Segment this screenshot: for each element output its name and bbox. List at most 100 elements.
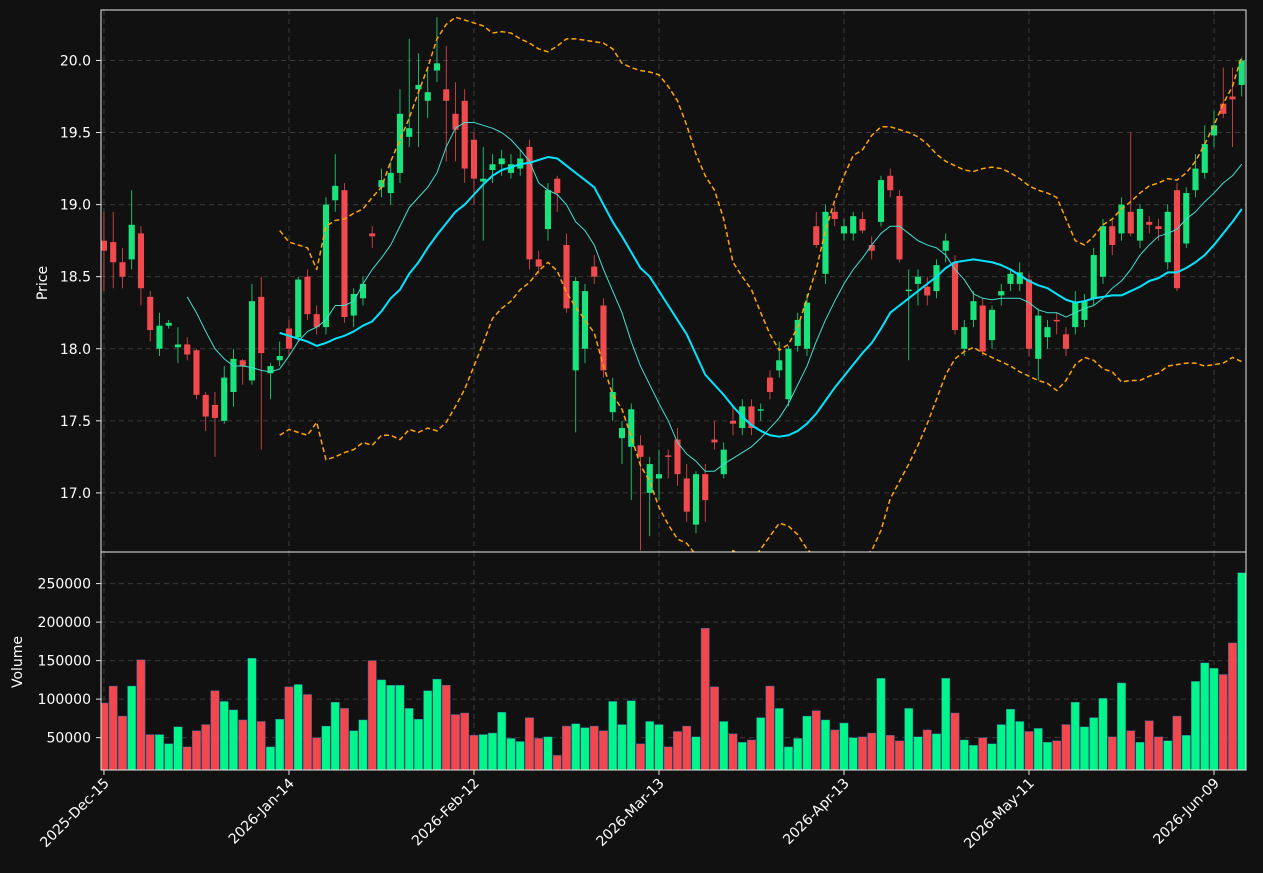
volume-bar xyxy=(349,730,359,770)
y-tick-label: 19.5 xyxy=(60,126,91,142)
candle-body xyxy=(813,226,820,245)
candle-body xyxy=(156,325,163,349)
volume-bar xyxy=(673,731,682,770)
volume-bar xyxy=(552,755,562,770)
candle-body xyxy=(174,344,182,348)
volume-bar xyxy=(1135,742,1145,770)
candle-body xyxy=(526,146,533,260)
y-tick-label: 150000 xyxy=(38,654,91,670)
candle-body xyxy=(498,158,505,165)
volume-bar xyxy=(765,685,775,770)
candle-body xyxy=(304,276,311,315)
y-tick-label: 20.0 xyxy=(60,53,91,69)
volume-bar xyxy=(312,737,322,770)
candle-body xyxy=(230,358,237,392)
volume-bar xyxy=(756,717,766,770)
volume-bar xyxy=(950,712,960,770)
volume-bar xyxy=(811,710,821,770)
price-axis-label: Price xyxy=(35,266,51,300)
candle-body xyxy=(165,322,172,326)
volume-bar xyxy=(1200,662,1210,770)
volume-bar xyxy=(645,721,655,770)
candle-body xyxy=(119,262,126,277)
volume-bar xyxy=(451,714,460,770)
candle-body xyxy=(128,224,135,260)
volume-bar xyxy=(136,659,146,770)
candle-body xyxy=(267,366,274,374)
volume-bar xyxy=(913,736,923,770)
candle-body xyxy=(933,265,940,292)
candle-body xyxy=(1109,226,1116,245)
volume-bar xyxy=(932,733,941,770)
candle-body xyxy=(591,266,598,277)
volume-bar xyxy=(562,725,571,770)
candle-body xyxy=(1155,226,1162,230)
candle-body xyxy=(470,139,478,179)
candle-body xyxy=(766,377,774,392)
volume-bar xyxy=(386,685,396,770)
y-tick-label: 100000 xyxy=(38,692,91,708)
volume-bar xyxy=(1163,740,1173,770)
volume-bar xyxy=(904,708,914,770)
volume-bar xyxy=(987,743,997,770)
volume-bar xyxy=(747,739,756,770)
volume-bar xyxy=(275,718,285,770)
candle-body xyxy=(248,301,256,381)
volume-bar xyxy=(793,738,803,770)
candle-body xyxy=(1127,211,1134,234)
candle-body xyxy=(110,242,117,263)
y-tick-label: 18.0 xyxy=(60,342,91,358)
indicator-line xyxy=(186,121,1243,472)
candle-body xyxy=(1220,103,1227,114)
candle-body xyxy=(1146,221,1153,225)
candle-body xyxy=(1053,319,1060,322)
candle-body xyxy=(563,244,570,309)
y-tick-label: 200000 xyxy=(38,615,91,631)
volume-bar xyxy=(876,678,886,770)
candle-body xyxy=(406,128,413,137)
candle-body xyxy=(489,164,496,171)
volume-bar xyxy=(589,725,599,770)
candle-body xyxy=(239,360,246,367)
candle-body xyxy=(1238,60,1245,85)
candle-body xyxy=(692,474,700,525)
volume-bar xyxy=(145,734,155,770)
volume-bar xyxy=(1043,742,1052,770)
volume-bar xyxy=(1089,717,1099,770)
candle-body xyxy=(221,377,228,421)
candle-body xyxy=(637,445,644,457)
candle-body xyxy=(970,301,977,320)
candle-body xyxy=(942,240,949,251)
candle-body xyxy=(776,360,783,371)
candle-body xyxy=(1090,255,1097,299)
volume-bar xyxy=(663,746,673,770)
candle-body xyxy=(951,262,959,331)
volume-bar xyxy=(978,737,988,770)
candle-body xyxy=(313,314,320,328)
candle-body xyxy=(387,172,394,194)
volume-bar xyxy=(238,719,248,770)
candle-body xyxy=(1044,327,1051,338)
candle-body xyxy=(544,190,552,230)
candle-body xyxy=(961,327,968,349)
candle-body xyxy=(258,296,265,354)
candle-body xyxy=(887,175,894,191)
candle-body xyxy=(193,350,200,395)
candle-body xyxy=(554,178,561,194)
volume-bar xyxy=(858,736,867,770)
candle-body xyxy=(1229,96,1236,100)
candle-body xyxy=(600,305,607,371)
candle-body xyxy=(618,428,626,439)
candle-body xyxy=(1016,272,1023,284)
volume-bar xyxy=(885,735,895,770)
volume-bar xyxy=(423,690,433,770)
candle-body xyxy=(480,178,487,182)
volume-bar xyxy=(488,732,497,770)
volume-bar xyxy=(700,628,710,770)
volume-bar xyxy=(404,708,414,770)
volume-bar xyxy=(1024,731,1034,770)
candle-body xyxy=(101,240,108,251)
volume-bar xyxy=(478,734,488,770)
indicator-line xyxy=(279,16,1243,351)
